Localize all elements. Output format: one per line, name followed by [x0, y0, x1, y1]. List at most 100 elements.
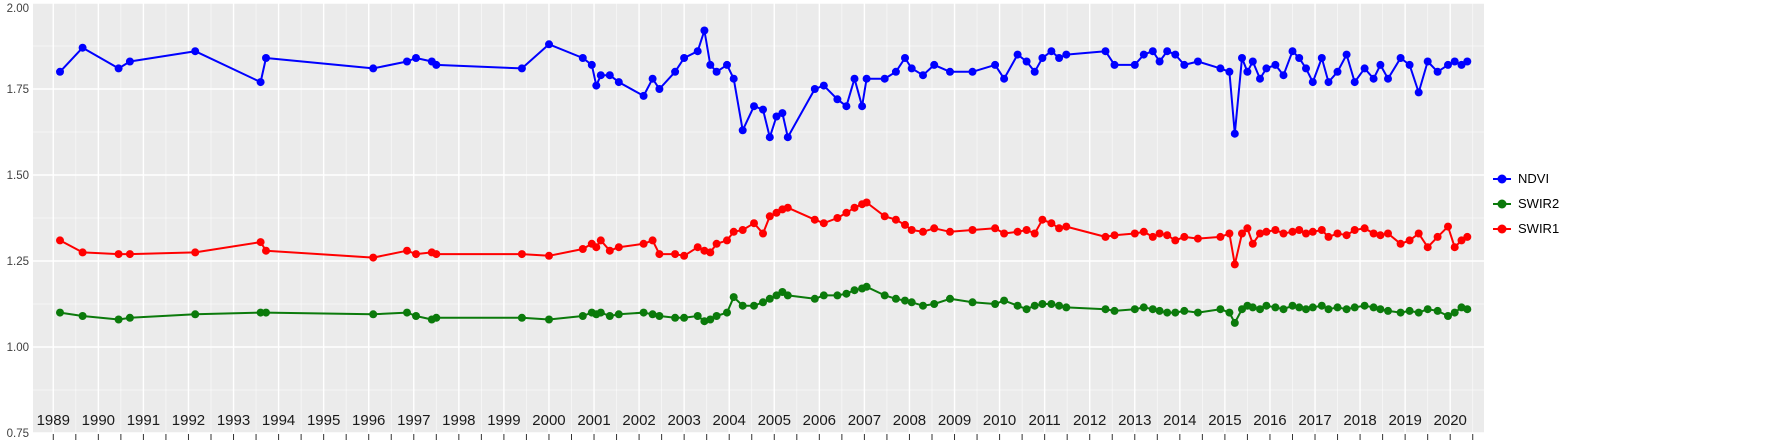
data-point-swir1: [605, 246, 614, 255]
data-point-swir1: [750, 219, 758, 228]
data-point-ndvi: [403, 57, 411, 66]
data-point-swir1: [1288, 227, 1297, 236]
x-tick-label: 1996: [352, 412, 385, 429]
data-point-ndvi: [1308, 78, 1317, 87]
data-point-swir2: [605, 312, 614, 320]
x-tick-label: 2004: [713, 412, 746, 429]
data-point-ndvi: [1333, 67, 1342, 76]
data-point-swir1: [810, 215, 819, 224]
data-point-swir1: [1055, 224, 1064, 233]
data-point-swir2: [765, 294, 774, 303]
data-point-ndvi: [880, 74, 889, 83]
data-point-swir2: [1216, 305, 1225, 314]
data-point-ndvi: [1180, 60, 1189, 69]
data-point-ndvi: [1444, 60, 1452, 69]
legend-item-ndvi: NDVI: [1492, 166, 1559, 191]
data-point-swir2: [750, 301, 758, 310]
data-point-swir1: [648, 236, 657, 245]
data-point-swir1: [545, 251, 553, 260]
data-point-swir2: [1384, 306, 1392, 315]
data-point-swir1: [850, 203, 859, 212]
data-point-ndvi: [1288, 47, 1297, 56]
legend-key-icon: [1493, 224, 1511, 233]
data-point-ndvi: [78, 43, 87, 52]
x-tick-label: 2017: [1298, 412, 1331, 429]
x-tick-label: 2008: [893, 412, 926, 429]
data-point-swir1: [1139, 227, 1148, 236]
data-point-swir1: [1262, 227, 1271, 236]
data-point-swir2: [1101, 305, 1110, 314]
data-point-swir2: [930, 300, 939, 308]
data-point-swir1: [880, 212, 889, 221]
data-point-swir2: [850, 286, 859, 295]
data-point-swir2: [772, 291, 781, 300]
data-point-swir1: [901, 220, 909, 229]
data-point-ndvi: [1022, 57, 1031, 66]
data-point-swir1: [738, 226, 747, 234]
data-point-swir1: [1013, 227, 1022, 236]
data-point-swir2: [783, 291, 792, 300]
data-point-ndvi: [1013, 50, 1022, 59]
legend-key-icon: [1493, 199, 1511, 208]
data-point-swir1: [1271, 226, 1280, 234]
data-point-swir2: [1148, 305, 1157, 314]
data-point-swir1: [1302, 229, 1310, 238]
x-tick-label: 1997: [397, 412, 430, 429]
data-point-ndvi: [125, 57, 134, 66]
data-point-swir1: [1180, 232, 1189, 241]
data-point-swir1: [1038, 215, 1047, 224]
data-point-swir2: [432, 313, 441, 322]
data-point-ndvi: [901, 54, 909, 62]
data-point-swir2: [1022, 305, 1031, 314]
data-point-swir1: [1030, 229, 1039, 238]
data-point-swir2: [639, 308, 648, 317]
data-point-ndvi: [1302, 64, 1310, 73]
data-point-swir2: [78, 312, 87, 320]
data-point-swir1: [1243, 224, 1252, 233]
data-point-swir1: [1130, 229, 1139, 238]
data-point-swir2: [833, 291, 842, 300]
x-tick-label: 1989: [37, 412, 70, 429]
data-point-swir2: [191, 310, 200, 319]
data-point-swir1: [1433, 232, 1442, 241]
x-tick-label: 2011: [1029, 412, 1061, 429]
data-point-swir2: [1423, 305, 1432, 314]
x-tick-label: 2012: [1073, 412, 1106, 429]
data-point-swir1: [1308, 227, 1317, 236]
data-point-swir1: [403, 246, 411, 255]
data-point-swir1: [596, 236, 605, 245]
data-point-ndvi: [1139, 50, 1148, 59]
x-tick-label: 2018: [1343, 412, 1376, 429]
data-point-ndvi: [819, 81, 828, 90]
data-point-swir2: [919, 301, 927, 310]
data-point-swir2: [1376, 305, 1385, 314]
data-point-ndvi: [1055, 54, 1064, 62]
data-point-ndvi: [1110, 60, 1119, 69]
x-tick-label: 2006: [803, 412, 836, 429]
data-point-swir1: [1333, 229, 1342, 238]
data-point-swir2: [1369, 303, 1378, 312]
legend-label: SWIR2: [1518, 196, 1560, 211]
x-tick-label: 2000: [532, 412, 565, 429]
x-tick-label: 1991: [127, 412, 160, 429]
data-point-ndvi: [1256, 74, 1264, 83]
data-point-swir2: [1180, 306, 1189, 315]
data-point-swir1: [1216, 232, 1225, 241]
x-tick-label: 1990: [82, 412, 115, 429]
x-tick-label: 2001: [577, 412, 610, 429]
data-point-ndvi: [1414, 88, 1423, 97]
data-point-swir2: [648, 310, 657, 319]
data-point-ndvi: [810, 85, 819, 93]
data-point-ndvi: [1230, 129, 1239, 138]
data-point-swir1: [862, 198, 871, 207]
data-point-swir2: [1433, 306, 1442, 315]
data-point-ndvi: [850, 74, 859, 83]
data-point-swir2: [655, 312, 664, 320]
data-point-ndvi: [1376, 60, 1385, 69]
data-point-ndvi: [1171, 50, 1180, 59]
data-point-swir2: [1013, 301, 1022, 310]
x-tick-label: 1992: [172, 412, 205, 429]
data-point-swir2: [842, 289, 851, 298]
data-point-swir2: [1030, 301, 1039, 310]
data-point-swir1: [56, 236, 64, 245]
